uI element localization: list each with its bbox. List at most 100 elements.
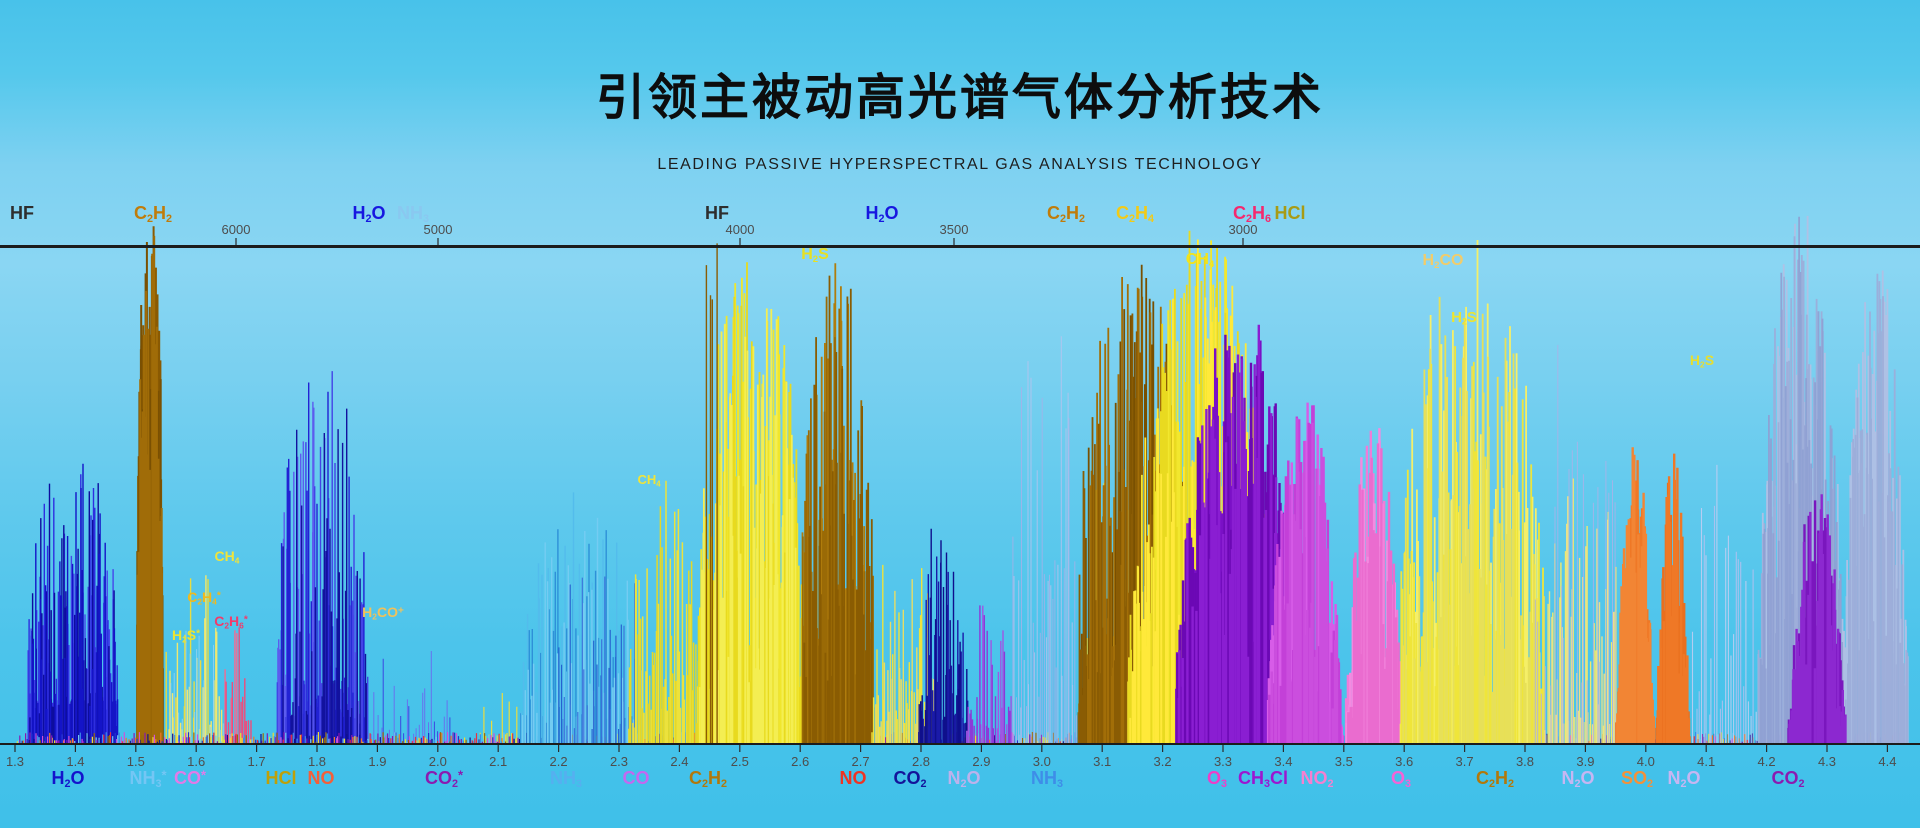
band-o3-3.38-magenta-blob xyxy=(1270,418,1339,744)
bottom-tick-label: 2.7 xyxy=(852,754,870,769)
species-label-hf: HF xyxy=(705,203,729,223)
bottom-tick-label: 2.4 xyxy=(670,754,688,769)
species-label-c2h6: C2H6 xyxy=(1232,203,1272,226)
bottom-tick-label: 4.1 xyxy=(1697,754,1715,769)
band-2.05-blue-sparse xyxy=(370,651,448,744)
species-label-n2o: N2O xyxy=(947,768,981,791)
bottom-tick-label: 2.5 xyxy=(731,754,749,769)
bottom-tick-label: 4.2 xyxy=(1758,754,1776,769)
band-n2o-4.1-lavender xyxy=(1691,464,1762,744)
bottom-tick-label: 2.3 xyxy=(610,754,628,769)
species-label-nh3: NH3* xyxy=(129,767,167,791)
bottom-axis-line xyxy=(0,743,1920,745)
species-label-h2s: H2S xyxy=(1689,352,1715,370)
bottom-tick-label: 3.5 xyxy=(1335,754,1353,769)
species-label-n2o: N2O xyxy=(1561,768,1595,791)
band-n2o-2.9-periwinkle xyxy=(1013,336,1074,744)
bottom-tick-label: 3.6 xyxy=(1395,754,1413,769)
bottom-tick-label: 4.4 xyxy=(1878,754,1896,769)
page-subtitle: LEADING PASSIVE HYPERSPECTRAL GAS ANALYS… xyxy=(657,156,1263,173)
bottom-tick-label: 3.1 xyxy=(1093,754,1111,769)
species-label-o3: O3 xyxy=(1390,768,1412,791)
species-label-h2o: H2O xyxy=(865,203,899,226)
band-3.85-khaki xyxy=(1544,478,1625,744)
band-2.63-brown xyxy=(803,275,873,744)
bottom-tick-label: 1.7 xyxy=(248,754,266,769)
species-label-hcl: HCl xyxy=(265,768,297,788)
bottom-tick-label: 1.9 xyxy=(368,754,386,769)
band-n2o-4.1-lavender xyxy=(1696,505,1765,744)
band-2.83-violet xyxy=(969,605,1015,744)
band-c2h2-1.52-brown xyxy=(136,235,163,744)
species-label-hf: HF xyxy=(10,203,34,223)
bottom-tick-label: 1.4 xyxy=(66,754,84,769)
top-tick-label: 3500 xyxy=(940,222,969,237)
top-tick-label: 4000 xyxy=(726,222,755,237)
species-label-c2h2: C2H2 xyxy=(688,768,728,791)
species-label-c2h2: C2H2 xyxy=(133,203,173,226)
band-co2-4.27-purple-blob xyxy=(1788,494,1847,744)
bottom-tick-label: 2.1 xyxy=(489,754,507,769)
species-label-h2s: H2S xyxy=(801,246,829,265)
band-brown-singles-2.47 xyxy=(705,243,718,744)
bottom-tick-label: 3.9 xyxy=(1576,754,1594,769)
species-label-no2: NO2 xyxy=(1300,768,1334,791)
band-no2-3.46-pink-blob xyxy=(1347,443,1400,744)
species-label-c2h6: C2H6* xyxy=(214,613,248,631)
bottom-tick-label: 1.3 xyxy=(6,754,24,769)
band-n2o-3.9-periwinkle xyxy=(1534,344,1616,744)
band-co2-2.78-navy xyxy=(918,528,968,744)
bottom-tick-label: 2.8 xyxy=(912,754,930,769)
page-title: 引领主被动高光谱气体分析技术 xyxy=(595,71,1324,125)
top-tick-label: 3000 xyxy=(1229,222,1258,237)
band-ch4-2.37-yellow xyxy=(628,506,700,744)
band-so2-lobe-b xyxy=(1656,453,1691,744)
species-label-o3: O3 xyxy=(1206,768,1228,791)
band-2.28-blue-overlay xyxy=(563,576,640,744)
bottom-tick-label: 1.6 xyxy=(187,754,205,769)
species-label-co: CO* xyxy=(173,767,207,788)
band-h2o-1.88-blue xyxy=(282,408,367,744)
species-label-co2: CO2* xyxy=(424,767,464,791)
species-label-c2h4: C2H4 xyxy=(1115,203,1155,226)
bottom-tick-label: 4.3 xyxy=(1818,754,1836,769)
species-label-co: CO xyxy=(622,768,650,788)
band-c2h6-1.66-pink xyxy=(225,627,252,744)
species-label-ch3cl: CH3Cl xyxy=(1237,768,1289,791)
bottom-tick-label: 3.8 xyxy=(1516,754,1534,769)
species-label-co2: CO2 xyxy=(1771,768,1805,791)
species-label-h2co: H2CO+ xyxy=(362,604,404,622)
band-c2h6-1.66-pink xyxy=(224,630,238,744)
bottom-tick-label: 3.2 xyxy=(1154,754,1172,769)
bottom-tick-label: 2.6 xyxy=(791,754,809,769)
bottom-tick-label: 3.3 xyxy=(1214,754,1232,769)
species-label-no: NO xyxy=(839,768,867,788)
species-label-nh3: NH3 xyxy=(396,203,430,226)
species-label-hcl: HCl xyxy=(1274,203,1306,223)
species-label-co2: CO2 xyxy=(893,768,927,791)
species-label-h2s: H2S xyxy=(1451,309,1477,327)
bottom-tick-label: 4.0 xyxy=(1637,754,1655,769)
top-axis-line xyxy=(0,245,1920,248)
bottom-tick-label: 3.0 xyxy=(1033,754,1051,769)
band-co2-4.33-periwinkle-b xyxy=(1844,273,1909,744)
species-label-ch4: CH4 xyxy=(637,472,661,489)
species-label-nh3: NH3 xyxy=(1030,768,1064,791)
species-label-c2h2: C2H2 xyxy=(1475,768,1515,791)
bottom-tick-label: 2.9 xyxy=(972,754,990,769)
species-label-no: NO xyxy=(307,768,335,788)
bottom-tick-label: 2.0 xyxy=(429,754,447,769)
bottom-tick-label: 3.7 xyxy=(1456,754,1474,769)
species-label-ch4: CH4 xyxy=(214,548,240,566)
bottom-tick-label: 1.5 xyxy=(127,754,145,769)
band-h2o-1.40-blue xyxy=(32,463,119,744)
species-label-ch4: CH4 xyxy=(1185,251,1215,270)
band-so2-lobe-a xyxy=(1616,447,1655,744)
top-tick-label: 6000 xyxy=(222,222,251,237)
species-label-c2h4: C2H4* xyxy=(187,589,221,607)
species-label-h2o: H2O xyxy=(352,203,386,226)
bottom-tick-label: 1.8 xyxy=(308,754,326,769)
top-tick-label: 5000 xyxy=(424,222,453,237)
species-label-h2o: H2O xyxy=(51,768,85,791)
